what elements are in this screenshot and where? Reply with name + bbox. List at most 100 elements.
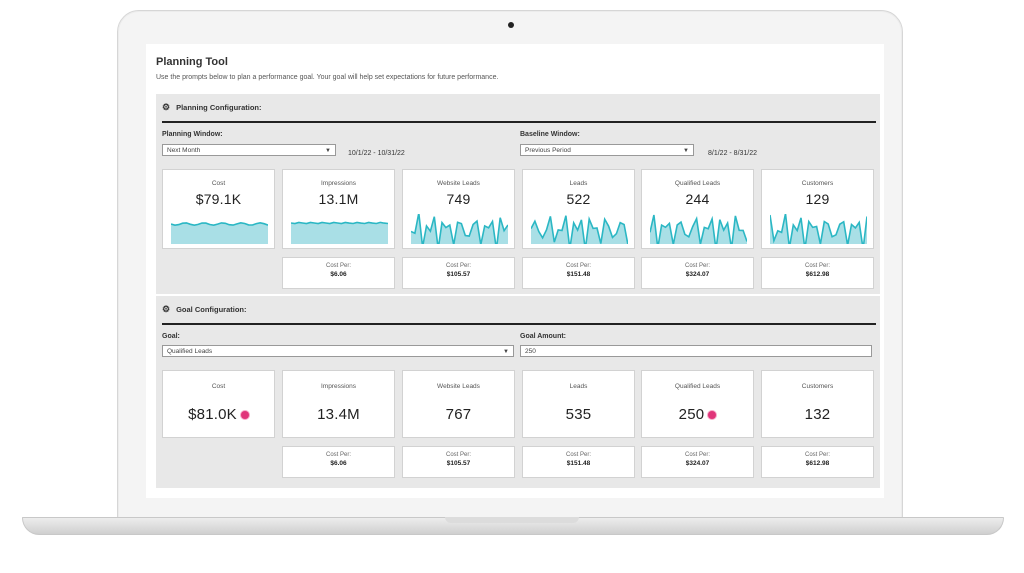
- metric-value-wrap: 535: [523, 406, 634, 423]
- sparkline-line: [770, 214, 867, 244]
- page-title: Planning Tool: [156, 56, 228, 68]
- cost-per-card-qualified-leads: Cost Per: $324.07: [641, 446, 754, 478]
- goal-indicator-dot-icon: [240, 411, 249, 420]
- metric-value: 13.4M: [317, 406, 360, 423]
- metric-value: 767: [445, 406, 472, 423]
- dashboard-screen: Planning Tool Use the prompts below to p…: [146, 44, 884, 498]
- metric-value-wrap: $81.0K: [163, 406, 274, 423]
- metric-name: Impressions: [320, 180, 357, 187]
- divider: [162, 121, 876, 123]
- sparkline-line: [531, 215, 628, 244]
- metric-value: 749: [446, 191, 471, 207]
- metric-value: $81.0K: [188, 406, 237, 423]
- metric-card-customers: Customers 129: [761, 169, 874, 249]
- cost-per-value: $105.57: [446, 460, 471, 467]
- metric-name: Website Leads: [437, 383, 480, 390]
- cost-per-value: $6.06: [330, 460, 347, 467]
- cost-per-value: $324.07: [685, 460, 710, 467]
- cost-per-card-website-leads: Cost Per: $105.57: [402, 446, 515, 478]
- gear-icon: ⚙: [162, 304, 171, 314]
- cost-per-card-impressions: Cost Per: $6.06: [282, 257, 395, 289]
- cost-per-value: $151.48: [566, 460, 591, 467]
- chevron-down-icon: ▼: [325, 148, 331, 154]
- goal-configuration-header: ⚙ Goal Configuration:: [162, 304, 247, 315]
- sparkline: [531, 215, 628, 244]
- sparkline-area: [531, 215, 628, 244]
- baseline-window-dropdown[interactable]: Previous Period ▼: [520, 144, 694, 156]
- sparkline-area: [650, 215, 747, 244]
- metric-card-website-leads: Website Leads 749: [402, 169, 515, 249]
- section-title: Goal Configuration:: [176, 305, 247, 314]
- metric-name: Leads: [569, 383, 588, 390]
- goal-metric-card-qualified-leads: Qualified Leads 250: [641, 370, 754, 438]
- metric-value-wrap: 13.4M: [283, 406, 394, 423]
- metric-value: 522: [566, 191, 591, 207]
- metric-value: 250: [678, 406, 705, 423]
- page-subtitle: Use the prompts below to plan a performa…: [156, 74, 499, 81]
- goal-amount-value: 250: [525, 348, 536, 355]
- sparkline-line: [411, 214, 508, 244]
- sparkline: [650, 214, 747, 244]
- metric-name: Website Leads: [437, 180, 480, 187]
- baseline-window-dates: 8/1/22 - 8/31/22: [708, 150, 758, 157]
- metric-name: Impressions: [320, 383, 357, 390]
- cost-per-value: $612.98: [805, 271, 830, 278]
- sparkline: [770, 214, 867, 244]
- cost-per-card-leads: Cost Per: $151.48: [522, 257, 635, 289]
- metric-value: 13.1M: [318, 191, 359, 207]
- metric-name: Qualified Leads: [674, 383, 721, 390]
- sparkline: [171, 221, 268, 244]
- dropdown-value: Qualified Leads: [167, 348, 213, 355]
- planning-configuration-section: ⚙ Planning Configuration: Planning Windo…: [156, 94, 880, 294]
- metric-name: Cost: [211, 383, 226, 390]
- metric-value: 244: [685, 191, 710, 207]
- cost-per-value: $324.07: [685, 271, 710, 278]
- cost-per-value: $105.57: [446, 271, 471, 278]
- goal-dropdown[interactable]: Qualified Leads ▼: [162, 345, 514, 357]
- goal-indicator-dot-icon: [708, 411, 717, 420]
- metric-value-wrap: 132: [762, 406, 873, 423]
- cost-per-value: $612.98: [805, 460, 830, 467]
- cost-per-value: $6.06: [330, 271, 347, 278]
- sparkline-line: [650, 214, 747, 244]
- goal-metric-card-leads: Leads 535: [522, 370, 635, 438]
- baseline-window-label: Baseline Window:: [520, 131, 580, 138]
- goal-configuration-section: ⚙ Goal Configuration: Goal: Qualified Le…: [156, 296, 880, 488]
- metric-value: 535: [565, 406, 592, 423]
- cost-per-label: Cost Per:: [325, 452, 351, 458]
- gear-icon: ⚙: [162, 102, 171, 112]
- metric-name: Qualified Leads: [674, 180, 721, 187]
- planning-configuration-header: ⚙ Planning Configuration:: [162, 102, 261, 113]
- cost-per-card-customers: Cost Per: $612.98: [761, 446, 874, 478]
- goal-amount-input[interactable]: 250: [520, 345, 872, 357]
- metric-card-leads: Leads 522: [522, 169, 635, 249]
- sparkline-area: [171, 222, 268, 244]
- sparkline-area: [770, 214, 867, 244]
- cost-per-card-website-leads: Cost Per: $105.57: [402, 257, 515, 289]
- dropdown-value: Next Month: [167, 147, 201, 154]
- camera-icon: [508, 22, 514, 28]
- metric-value: 129: [805, 191, 830, 207]
- metric-value: 132: [804, 406, 831, 423]
- dropdown-value: Previous Period: [525, 147, 571, 154]
- planning-window-dates: 10/1/22 - 10/31/22: [348, 150, 405, 157]
- metric-value-wrap: 767: [403, 406, 514, 423]
- cost-per-label: Cost Per:: [804, 452, 830, 458]
- goal-metric-card-customers: Customers 132: [761, 370, 874, 438]
- sparkline-line: [171, 221, 268, 227]
- cost-per-label: Cost Per:: [565, 452, 591, 458]
- cost-per-label: Cost Per:: [445, 263, 471, 269]
- sparkline-line: [291, 221, 388, 225]
- metric-card-impressions: Impressions 13.1M: [282, 169, 395, 249]
- cost-per-label: Cost Per:: [445, 452, 471, 458]
- cost-per-card-qualified-leads: Cost Per: $324.07: [641, 257, 754, 289]
- cost-per-card-customers: Cost Per: $612.98: [761, 257, 874, 289]
- metric-card-qualified-leads: Qualified Leads 244: [641, 169, 754, 249]
- cost-per-card-leads: Cost Per: $151.48: [522, 446, 635, 478]
- planning-window-dropdown[interactable]: Next Month ▼: [162, 144, 336, 156]
- section-title: Planning Configuration:: [176, 103, 262, 112]
- goal-metric-card-website-leads: Website Leads 767: [402, 370, 515, 438]
- metric-card-cost: Cost $79.1K: [162, 169, 275, 249]
- goal-metric-card-impressions: Impressions 13.4M: [282, 370, 395, 438]
- metric-name: Customers: [801, 383, 834, 390]
